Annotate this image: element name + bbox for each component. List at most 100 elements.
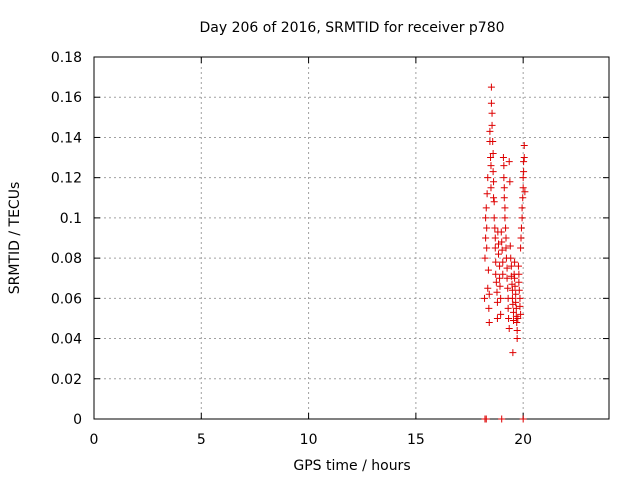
data-point [498,238,506,246]
y-tick-label: 0.08 [51,251,82,267]
x-tick-label: 20 [514,432,532,448]
data-point [504,304,512,312]
data-point [487,83,495,91]
data-point [493,298,501,306]
y-axis-label: SRMTID / TECUs [7,182,23,295]
data-point [491,234,499,242]
data-point [504,284,512,292]
y-axis: 0 0.02 0.04 0.06 0.08 0.1 0.12 0.14 0.16 0.18 [51,50,609,428]
data-point [515,270,523,278]
data-point [493,288,501,296]
data-point [484,174,492,182]
data-point [519,194,527,202]
data-point [497,294,505,302]
data-point [490,194,498,202]
data-point [494,250,502,258]
data-point [485,318,493,326]
data-point [484,266,492,274]
data-point [511,274,519,282]
data-point [517,224,525,232]
data-point [492,278,500,286]
data-point [496,274,504,282]
data-point [512,290,520,298]
data-point [492,258,500,266]
data-points [481,83,529,423]
data-point [517,234,525,242]
data-point [505,325,513,332]
data-point [508,294,516,302]
data-point [499,258,507,266]
data-point [507,254,515,262]
data-point [506,242,514,250]
data-point [496,262,504,270]
data-point [513,335,521,343]
x-tick-label: 10 [300,432,318,448]
data-point [483,224,491,232]
y-tick-label: 0.02 [51,372,82,388]
data-point [520,154,528,162]
data-point [483,244,491,252]
data-point [493,314,501,322]
data-point [508,286,516,294]
data-point [498,246,506,254]
data-point [491,224,499,232]
data-point [503,274,511,282]
data-point [518,214,526,222]
data-point [484,284,492,292]
data-point [516,302,524,310]
y-tick-label: 0.16 [51,90,82,106]
data-point [497,310,505,318]
data-point [496,282,504,290]
data-point [514,262,522,270]
data-point [500,174,508,182]
data-point [497,228,505,236]
x-axis: 0 5 10 15 20 [90,57,532,448]
y-tick-label: 0 [73,412,82,428]
data-point [515,286,523,294]
data-point [486,127,494,135]
data-point [520,168,528,176]
data-point [488,121,496,129]
data-point [507,262,515,270]
data-point [490,198,498,206]
data-point [481,294,489,302]
data-point [492,270,500,278]
x-tick-label: 0 [90,432,99,448]
data-point [489,150,497,158]
data-point [511,258,519,266]
y-tick-label: 0.18 [51,50,82,66]
y-tick-label: 0.14 [51,130,82,146]
y-tick-label: 0.12 [51,171,82,187]
data-point [517,310,525,318]
data-point [482,204,490,212]
chart-title: Day 206 of 2016, SRMTID for receiver p78… [199,20,504,36]
data-point [482,234,490,242]
data-point [490,178,498,186]
data-point [513,318,521,326]
data-point [487,154,495,162]
data-point [519,174,527,182]
data-point [514,314,522,322]
data-point [482,415,490,423]
data-point [505,158,513,166]
data-point [491,244,499,252]
data-point [500,194,508,202]
data-point [502,224,510,232]
data-point [501,214,509,222]
data-point [502,244,510,252]
data-point [521,188,529,196]
x-axis-label: GPS time / hours [293,458,410,474]
data-point [499,154,507,162]
y-tick-label: 0.1 [60,211,82,227]
data-point [482,214,490,222]
data-point [499,270,507,278]
data-point [519,184,527,192]
data-point [487,162,495,170]
x-tick-label: 15 [407,432,425,448]
data-point [520,141,528,149]
data-point [511,282,519,290]
y-tick-label: 0.06 [51,291,82,307]
data-point [518,204,526,212]
data-point [500,184,508,192]
